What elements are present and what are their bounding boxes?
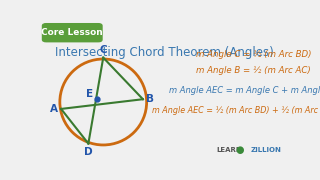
FancyBboxPatch shape: [43, 24, 102, 42]
Text: m Angle AEC = m Angle C + m Angle B: m Angle AEC = m Angle C + m Angle B: [169, 86, 320, 95]
Text: m Angle AEC = ½ (m Arc BD) + ½ (m Arc AC): m Angle AEC = ½ (m Arc BD) + ½ (m Arc AC…: [152, 106, 320, 115]
Text: Intersecting Chord Theorem (Angles): Intersecting Chord Theorem (Angles): [55, 46, 273, 59]
Text: Core Lesson: Core Lesson: [41, 28, 103, 37]
Text: B: B: [146, 94, 154, 104]
Text: C: C: [100, 45, 107, 55]
Text: m Angle B = ½ (m Arc AC): m Angle B = ½ (m Arc AC): [196, 66, 311, 75]
Text: A: A: [50, 104, 58, 114]
Text: m Angle C = ½ (m Arc BD): m Angle C = ½ (m Arc BD): [196, 50, 312, 59]
Text: E: E: [86, 89, 93, 99]
Text: ●: ●: [236, 145, 244, 156]
Text: D: D: [84, 147, 93, 157]
Text: LEARN: LEARN: [216, 147, 242, 154]
Text: ZILLION: ZILLION: [251, 147, 282, 154]
